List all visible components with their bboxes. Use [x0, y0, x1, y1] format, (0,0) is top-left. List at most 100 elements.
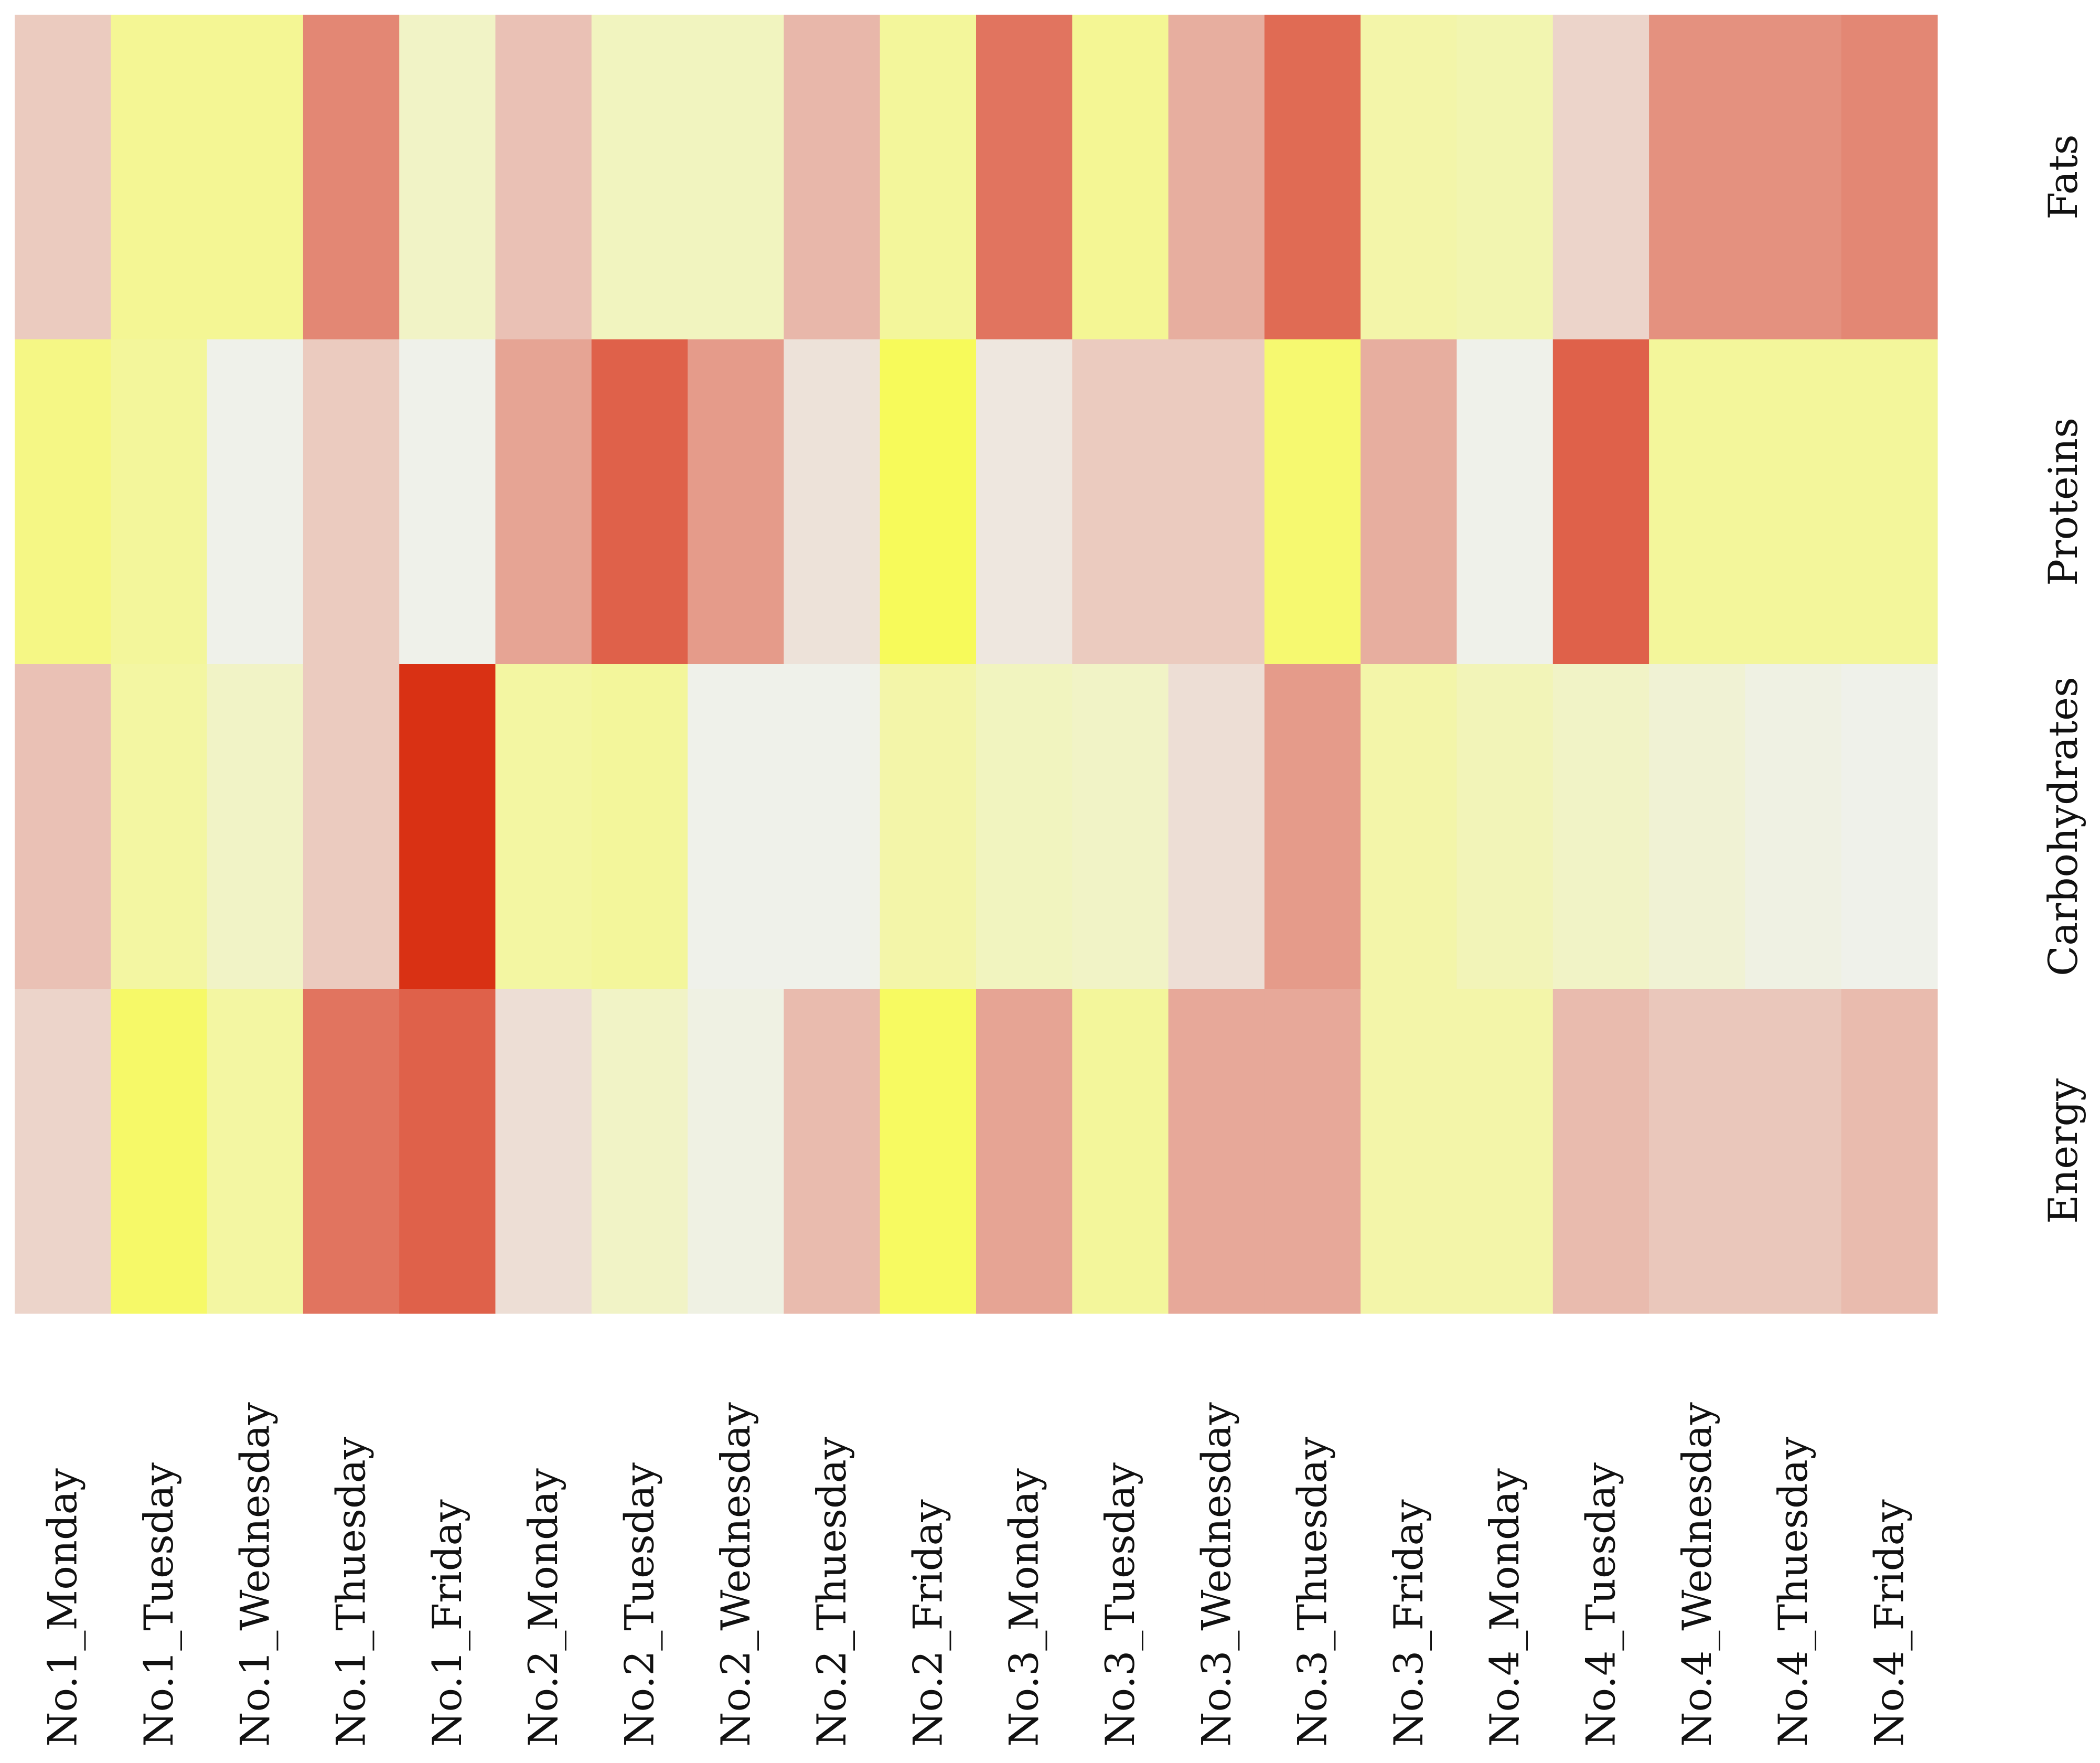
column-label-3: No.1_Wednesday: [231, 1402, 278, 1747]
column-label-2: No.1_Tuesday: [135, 1462, 182, 1747]
column-label-5: No.1_Friday: [424, 1499, 470, 1747]
heatmap-cell-proteins-1: [15, 339, 111, 665]
heatmap-cell-proteins-14: [1264, 339, 1361, 665]
column-label-10: No.2_Friday: [904, 1499, 951, 1747]
column-label-9: No.2_Thuesday: [808, 1437, 855, 1747]
heatmap-cell-fats-19: [1745, 15, 1842, 340]
heatmap-cell-fats-6: [495, 15, 592, 340]
heatmap-cell-carbohydrates-1: [15, 664, 111, 989]
heatmap-cell-energy-15: [1360, 989, 1458, 1314]
heatmap-cell-carbohydrates-18: [1649, 664, 1745, 989]
heatmap-cell-proteins-2: [111, 339, 208, 665]
heatmap-cell-proteins-3: [207, 339, 304, 665]
heatmap-cell-proteins-13: [1168, 339, 1265, 665]
column-label-14: No.3_Thuesday: [1289, 1437, 1336, 1747]
heatmap-cell-fats-7: [591, 15, 688, 340]
heatmap-cells: [15, 15, 1938, 1314]
heatmap-cell-carbohydrates-17: [1552, 664, 1649, 989]
heatmap-cell-carbohydrates-7: [591, 664, 688, 989]
column-label-7: No.2_Tuesday: [616, 1462, 662, 1747]
heatmap-cell-energy-17: [1552, 989, 1649, 1314]
column-labels: No.1_Monday No.1_Tuesday No.1_Wednesday No.…: [39, 1402, 1913, 1747]
heatmap-cell-proteins-4: [303, 339, 400, 665]
column-label-16: No.4_Monday: [1481, 1468, 1528, 1747]
heatmap-cell-carbohydrates-13: [1168, 664, 1265, 989]
heatmap-cell-fats-12: [1072, 15, 1169, 340]
heatmap-cell-energy-18: [1649, 989, 1745, 1314]
column-label-4: No.1_Thuesday: [328, 1437, 374, 1747]
heatmap-cell-carbohydrates-4: [303, 664, 400, 989]
row-labels: Fats Proteins Carbohydrates Energy: [2040, 134, 2086, 1224]
heatmap-cell-energy-6: [495, 989, 592, 1314]
heatmap-cell-energy-12: [1072, 989, 1169, 1314]
heatmap-cell-carbohydrates-19: [1745, 664, 1842, 989]
heatmap-cell-proteins-10: [880, 339, 977, 665]
heatmap-cell-fats-17: [1552, 15, 1649, 340]
heatmap-cell-energy-10: [880, 989, 977, 1314]
heatmap-cell-proteins-16: [1456, 339, 1553, 665]
heatmap-cell-energy-16: [1456, 989, 1553, 1314]
heatmap-cell-fats-16: [1456, 15, 1553, 340]
heatmap-cell-carbohydrates-10: [880, 664, 977, 989]
heatmap-cell-energy-9: [784, 989, 881, 1314]
heatmap-cell-proteins-7: [591, 339, 688, 665]
heatmap-cell-energy-5: [399, 989, 496, 1314]
heatmap-cell-fats-10: [880, 15, 977, 340]
column-label-6: No.2_Monday: [520, 1468, 566, 1747]
heatmap-cell-energy-2: [111, 989, 208, 1314]
heatmap-cell-fats-13: [1168, 15, 1265, 340]
heatmap-cell-carbohydrates-3: [207, 664, 304, 989]
heatmap-cell-fats-15: [1360, 15, 1458, 340]
heatmap-cell-fats-3: [207, 15, 304, 340]
heatmap-cell-fats-14: [1264, 15, 1361, 340]
row-label-carbohydrates: Carbohydrates: [2040, 677, 2086, 976]
heatmap-cell-energy-1: [15, 989, 111, 1314]
heatmap-cell-proteins-9: [784, 339, 881, 665]
heatmap-cell-carbohydrates-12: [1072, 664, 1169, 989]
heatmap-cell-carbohydrates-14: [1264, 664, 1361, 989]
row-label-energy: Energy: [2040, 1078, 2086, 1224]
heatmap-cell-fats-5: [399, 15, 496, 340]
heatmap-cell-proteins-17: [1552, 339, 1649, 665]
heatmap-cell-proteins-20: [1841, 339, 1938, 665]
column-label-20: No.4_Friday: [1866, 1499, 1912, 1747]
heatmap-cell-proteins-11: [976, 339, 1073, 665]
heatmap-cell-energy-14: [1264, 989, 1361, 1314]
heatmap-cell-carbohydrates-8: [688, 664, 784, 989]
heatmap-cell-proteins-18: [1649, 339, 1745, 665]
column-label-18: No.4_Wednesday: [1674, 1402, 1720, 1747]
heatmap-cell-fats-18: [1649, 15, 1745, 340]
heatmap-cell-energy-4: [303, 989, 400, 1314]
column-label-11: No.3_Monday: [1001, 1468, 1047, 1747]
column-label-17: No.4_Tuesday: [1577, 1462, 1624, 1747]
heatmap-cell-fats-20: [1841, 15, 1938, 340]
heatmap-cell-fats-8: [688, 15, 784, 340]
heatmap-cell-carbohydrates-11: [976, 664, 1073, 989]
row-label-proteins: Proteins: [2040, 418, 2086, 586]
heatmap-cell-fats-9: [784, 15, 881, 340]
heatmap-cell-carbohydrates-6: [495, 664, 592, 989]
heatmap-cell-carbohydrates-16: [1456, 664, 1553, 989]
heatmap-cell-energy-19: [1745, 989, 1842, 1314]
heatmap-cell-carbohydrates-20: [1841, 664, 1938, 989]
heatmap-cell-fats-1: [15, 15, 111, 340]
column-label-8: No.2_Wednesday: [712, 1402, 759, 1747]
column-label-1: No.1_Monday: [39, 1468, 86, 1747]
heatmap-cell-energy-7: [591, 989, 688, 1314]
heatmap-cell-carbohydrates-5: [399, 664, 496, 989]
heatmap-cell-energy-3: [207, 989, 304, 1314]
column-label-13: No.3_Wednesday: [1193, 1402, 1239, 1747]
heatmap-cell-carbohydrates-2: [111, 664, 208, 989]
heatmap-cell-proteins-6: [495, 339, 592, 665]
heatmap-cell-energy-8: [688, 989, 784, 1314]
heatmap-cell-carbohydrates-15: [1360, 664, 1458, 989]
column-label-12: No.3_Tuesday: [1097, 1462, 1143, 1747]
heatmap-cell-fats-4: [303, 15, 400, 340]
heatmap-cell-proteins-5: [399, 339, 496, 665]
column-label-15: No.3_Friday: [1385, 1499, 1432, 1747]
heatmap-cell-carbohydrates-9: [784, 664, 881, 989]
heatmap-cell-fats-2: [111, 15, 208, 340]
heatmap-cell-fats-11: [976, 15, 1073, 340]
